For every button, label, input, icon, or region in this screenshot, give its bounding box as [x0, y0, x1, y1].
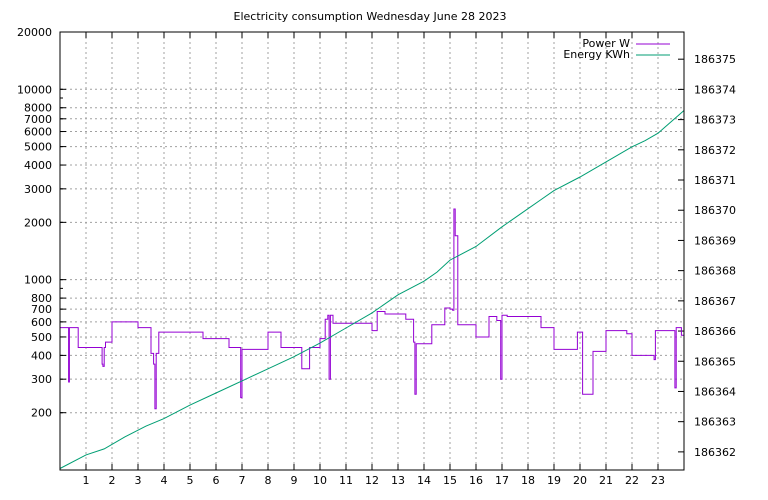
- legend-label-energy: Energy KWh: [563, 48, 630, 61]
- y-tick-label: 6000: [24, 126, 52, 139]
- y-tick-label: 10000: [17, 83, 52, 96]
- y2-tick-label: 186373: [694, 114, 736, 127]
- x-tick-label: 12: [365, 474, 379, 487]
- legend: Power W Energy KWh: [563, 37, 670, 61]
- y-tick-label: 8000: [24, 102, 52, 115]
- y2-tick-label: 186367: [694, 295, 736, 308]
- series-energy-line: [59, 110, 685, 469]
- y2-tick-label: 186366: [694, 325, 736, 338]
- series-power-line: [60, 208, 684, 410]
- y-tick-label: 2000: [24, 216, 52, 229]
- x-tick-label: 11: [339, 474, 353, 487]
- y-tick-label: 1000: [24, 274, 52, 287]
- y2-tick-label: 186370: [694, 204, 736, 217]
- y2-tick-label: 186375: [694, 53, 736, 66]
- x-tick-label: 23: [651, 474, 665, 487]
- x-tick-label: 22: [625, 474, 639, 487]
- axes: 1 2 3 4 5 6 7 8 9 10 11 12 13 14 15 16 17 18 19 20 21 22 23200…: [17, 26, 736, 487]
- y2-tick-label: 186369: [694, 234, 736, 247]
- x-tick-label: 6: [213, 474, 220, 487]
- x-tick-label: 14: [417, 474, 431, 487]
- x-tick-label: 10: [313, 474, 327, 487]
- x-tick-label: 8: [265, 474, 272, 487]
- y-tick-label: 800: [31, 292, 52, 305]
- y-tick-label: 5000: [24, 141, 52, 154]
- x-tick-label: 9: [291, 474, 298, 487]
- y2-tick-label: 186363: [694, 416, 736, 429]
- legend-label-power: Power W: [582, 37, 630, 50]
- y2-tick-label: 186371: [694, 174, 736, 187]
- y2-tick-label: 186374: [694, 83, 736, 96]
- x-tick-label: 16: [469, 474, 483, 487]
- y2-tick-label: 186362: [694, 446, 736, 459]
- x-tick-label: 15: [443, 474, 457, 487]
- x-tick-label: 18: [521, 474, 535, 487]
- y-tick-label: 400: [31, 349, 52, 362]
- x-tick-label: 19: [547, 474, 561, 487]
- x-tick-label: 3: [135, 474, 142, 487]
- chart-title: Electricity consumption Wednesday June 2…: [234, 10, 507, 23]
- y-tick-label: 200: [31, 407, 52, 420]
- x-tick-label: 2: [109, 474, 116, 487]
- y-tick-label: 3000: [24, 183, 52, 196]
- y-tick-label: 700: [31, 303, 52, 316]
- y-tick-label: 20000: [17, 26, 52, 39]
- plot-area: [59, 110, 685, 469]
- y-tick-label: 500: [31, 331, 52, 344]
- y-tick-label: 7000: [24, 113, 52, 126]
- y-tick-label: 600: [31, 316, 52, 329]
- y2-tick-label: 186365: [694, 355, 736, 368]
- x-tick-label: 17: [495, 474, 509, 487]
- x-tick-label: 21: [599, 474, 613, 487]
- y2-tick-label: 186364: [694, 385, 736, 398]
- y-tick-label: 4000: [24, 159, 52, 172]
- x-tick-label: 7: [239, 474, 246, 487]
- x-tick-label: 4: [161, 474, 168, 487]
- plot-frame: [59, 31, 685, 471]
- x-tick-label: 13: [391, 474, 405, 487]
- x-tick-label: 5: [187, 474, 194, 487]
- y2-tick-label: 186368: [694, 265, 736, 278]
- grid: [60, 31, 684, 470]
- y-tick-label: 300: [31, 373, 52, 386]
- y2-tick-label: 186372: [694, 144, 736, 157]
- x-tick-label: 1: [83, 474, 90, 487]
- x-tick-label: 20: [573, 474, 587, 487]
